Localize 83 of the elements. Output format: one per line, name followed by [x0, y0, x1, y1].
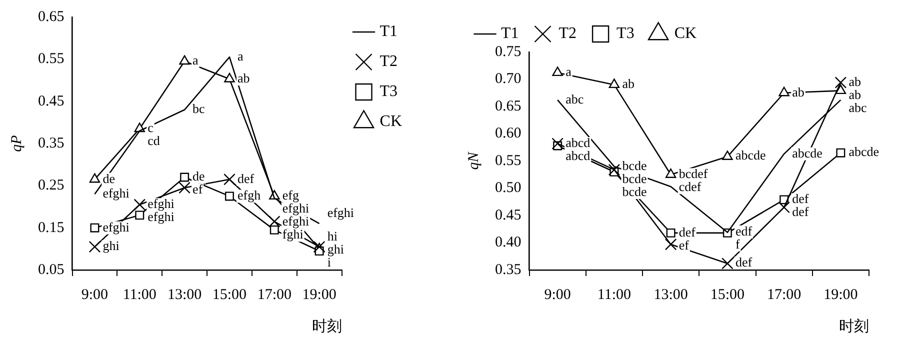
y-tick-label: 0.35	[38, 135, 64, 152]
annotation: def	[237, 170, 255, 186]
annotation: abcd	[566, 148, 591, 163]
annotation: ab	[792, 84, 804, 100]
y-tick-label: 0.50	[495, 180, 522, 196]
annotation: abc	[566, 91, 584, 106]
y-tick-label: 0.35	[495, 262, 522, 278]
y-tick-label: 0.65	[38, 8, 64, 25]
annotation: abc	[848, 100, 867, 115]
annotation: ghi	[102, 238, 120, 254]
annotation: a	[237, 48, 244, 64]
x-tick-label: 15:00	[710, 286, 745, 303]
x-tick-label: 15:00	[212, 286, 247, 303]
annotation: de	[192, 168, 206, 184]
annotation: f	[735, 236, 740, 252]
annotation: ab	[848, 86, 861, 102]
legend-label: T3	[380, 83, 398, 100]
x-tick-label: 17:00	[766, 286, 802, 303]
annotation: efghi	[148, 196, 175, 212]
annotation: def	[792, 191, 810, 206]
annotation: a	[566, 64, 572, 80]
annotation: ab	[622, 76, 634, 92]
y-axis-title: qN	[466, 151, 482, 170]
annotation: bcde	[622, 158, 647, 173]
y-tick-label: 0.75	[495, 44, 522, 60]
x-axis-title: 时刻	[312, 318, 342, 335]
annotation: ab	[237, 70, 250, 86]
annotation: efghi	[102, 219, 130, 234]
annotation: efghi	[102, 186, 130, 201]
annotation: cdef	[678, 179, 702, 194]
annotation: def	[792, 204, 810, 220]
legend-label: T2	[558, 25, 577, 42]
annotation: ghi	[327, 241, 344, 256]
x-tick-label: 13:00	[167, 286, 202, 303]
annotation: abcd	[566, 134, 591, 150]
annotation: bcdef	[678, 166, 708, 182]
y-tick-label: 0.15	[38, 220, 64, 236]
x-tick-label: 9:00	[544, 286, 571, 303]
annotation: bcde	[622, 170, 647, 186]
x-tick-label: 11:00	[122, 286, 156, 303]
annotation: de	[102, 170, 116, 186]
annotation: ab	[848, 74, 861, 89]
legend-label: T2	[380, 53, 398, 70]
y-tick-label: 0.60	[495, 126, 522, 142]
y-tick-label: 0.45	[495, 207, 522, 224]
y-tick-label: 0.25	[38, 178, 64, 194]
annotation: hi	[327, 228, 338, 244]
y-axis-title: qP	[8, 135, 25, 152]
x-tick-label: 17:00	[257, 286, 292, 303]
y-tick-label: 0.55	[495, 152, 522, 169]
y-tick-label: 0.55	[38, 51, 64, 68]
legend-label: T1	[380, 23, 398, 40]
annotation: bc	[192, 101, 206, 116]
legend-label: CK	[674, 25, 697, 42]
y-tick-label: 0.05	[38, 262, 64, 278]
annotation: ef	[192, 182, 204, 197]
annotation: c	[148, 120, 154, 136]
legend-label: CK	[380, 113, 402, 130]
x-tick-label: 9:00	[81, 286, 108, 303]
annotation: abcde	[735, 148, 766, 163]
y-tick-label: 0.65	[495, 98, 522, 114]
legend-label: T3	[616, 25, 634, 42]
y-tick-label: 0.40	[495, 234, 522, 251]
annotation: efg	[282, 188, 300, 203]
annotation: edf	[735, 223, 753, 238]
annotation: bcde	[622, 184, 647, 199]
x-axis-title: 时刻	[839, 318, 869, 335]
x-tick-label: 11:00	[597, 286, 631, 303]
annotation: abcde	[792, 145, 823, 160]
x-tick-label: 19:00	[302, 286, 336, 303]
annotation: efgh	[237, 188, 262, 203]
x-tick-label: 13:00	[654, 286, 688, 303]
y-tick-label: 0.70	[495, 71, 522, 88]
annotation: abcde	[848, 144, 880, 160]
annotation: def	[735, 254, 753, 270]
annotation: efghi	[327, 205, 354, 220]
annotation: ef	[678, 237, 690, 252]
legend-label: T1	[501, 25, 519, 42]
y-tick-label: 0.45	[38, 93, 64, 110]
annotation: def	[678, 224, 696, 240]
annotation: cd	[148, 133, 160, 148]
annotation: a	[192, 52, 199, 68]
x-tick-label: 19:00	[824, 286, 858, 303]
